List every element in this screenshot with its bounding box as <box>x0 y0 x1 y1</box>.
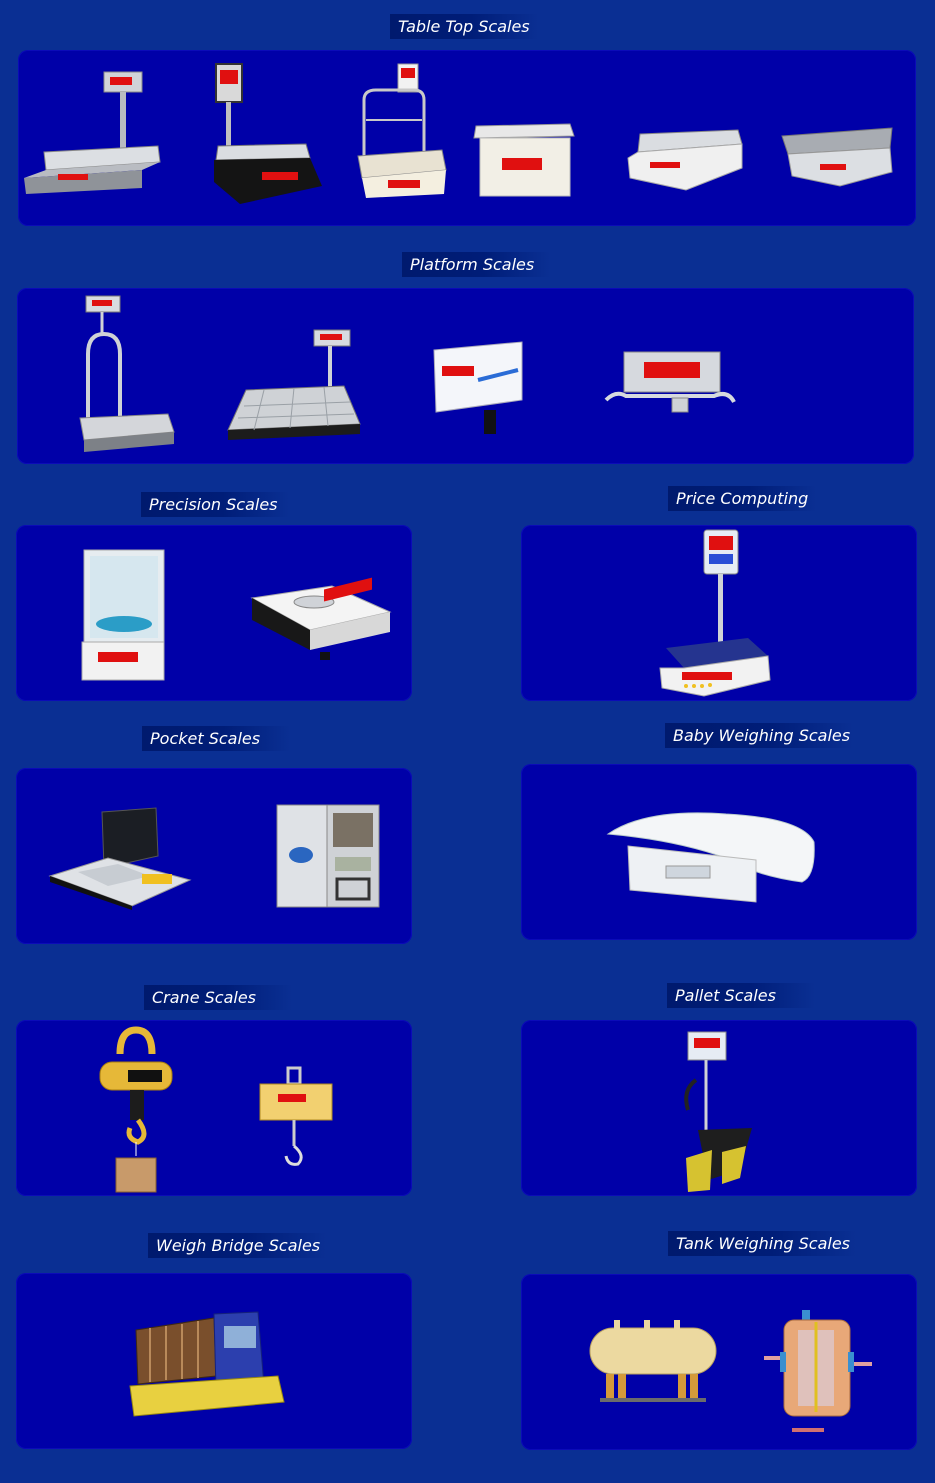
product-image-platform-checker-plate-scale[interactable] <box>224 326 364 442</box>
product-image-table-top-flat-scale[interactable] <box>780 124 896 188</box>
section-title-pallet[interactable]: Pallet Scales <box>667 983 815 1008</box>
section-title-crane[interactable]: Crane Scales <box>144 985 292 1010</box>
product-image-pocket-flip-scale[interactable] <box>275 803 381 911</box>
product-image-table-top-black-scale[interactable] <box>210 62 326 208</box>
product-image-platform-indicator[interactable] <box>428 340 526 436</box>
product-image-tank-vertical[interactable] <box>762 1308 874 1440</box>
product-image-price-computing-scale[interactable] <box>656 528 774 698</box>
section-title-pocket[interactable]: Pocket Scales <box>142 726 290 751</box>
section-title-table-top[interactable]: Table Top Scales <box>390 14 538 39</box>
product-image-table-top-compact-scale[interactable] <box>626 128 744 194</box>
product-image-crane-scale-box[interactable] <box>258 1066 334 1170</box>
section-title-weigh-bridge[interactable]: Weigh Bridge Scales <box>148 1233 326 1258</box>
product-image-baby-weighing-scale[interactable] <box>606 806 816 910</box>
section-title-baby[interactable]: Baby Weighing Scales <box>665 723 853 748</box>
product-image-pallet-scale[interactable] <box>682 1030 754 1194</box>
product-image-table-top-white-scale[interactable] <box>472 120 576 202</box>
section-title-platform[interactable]: Platform Scales <box>402 252 550 277</box>
product-image-precision-digital-scale[interactable] <box>250 577 394 664</box>
section-title-tank[interactable]: Tank Weighing Scales <box>668 1231 856 1256</box>
product-image-tank-horizontal[interactable] <box>588 1318 718 1404</box>
product-image-platform-display-box[interactable] <box>602 350 736 416</box>
panel-table-top <box>18 50 916 226</box>
product-image-table-top-pole-scale[interactable] <box>22 66 162 196</box>
product-image-pocket-open-scale[interactable] <box>48 806 192 910</box>
product-image-platform-pole-scale[interactable] <box>78 294 178 458</box>
product-image-table-top-guard-scale[interactable] <box>354 60 450 200</box>
section-title-price-computing[interactable]: Price Computing <box>668 486 816 511</box>
section-title-precision[interactable]: Precision Scales <box>141 492 289 517</box>
product-image-weigh-bridge-truck[interactable] <box>128 1304 288 1418</box>
product-image-precision-balance[interactable] <box>80 548 166 682</box>
product-image-crane-scale-hook[interactable] <box>98 1026 174 1196</box>
panel-crane <box>16 1020 412 1196</box>
